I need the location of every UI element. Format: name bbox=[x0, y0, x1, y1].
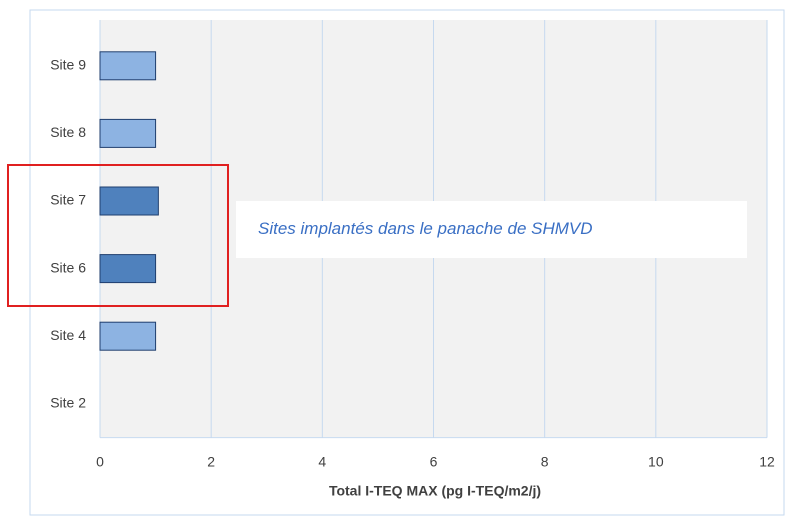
x-axis-label: Total I-TEQ MAX (pg I-TEQ/m2/j) bbox=[329, 483, 541, 499]
y-tick-label: Site 6 bbox=[50, 259, 86, 275]
x-tick-label: 0 bbox=[96, 454, 104, 470]
y-tick-label: Site 9 bbox=[50, 57, 86, 73]
y-tick-label: Site 2 bbox=[50, 395, 86, 411]
x-tick-label: 2 bbox=[207, 454, 215, 470]
bar bbox=[99, 51, 157, 81]
y-tick-label: Site 4 bbox=[50, 327, 86, 343]
x-tick-label: 10 bbox=[648, 454, 664, 470]
bar bbox=[99, 254, 157, 284]
x-tick-label: 4 bbox=[318, 454, 326, 470]
y-tick-label: Site 7 bbox=[50, 192, 86, 208]
bar bbox=[99, 118, 157, 148]
x-tick-label: 6 bbox=[430, 454, 438, 470]
highlight-box bbox=[7, 164, 229, 307]
bars bbox=[99, 51, 159, 351]
bar bbox=[99, 186, 159, 216]
y-tick-label: Site 8 bbox=[50, 124, 86, 140]
x-tick-label: 8 bbox=[541, 454, 549, 470]
x-tick-label: 12 bbox=[759, 454, 775, 470]
annotation-box bbox=[236, 201, 747, 258]
annotation: Sites implantés dans le panache de SHMVD bbox=[258, 219, 593, 238]
bar bbox=[99, 321, 157, 351]
